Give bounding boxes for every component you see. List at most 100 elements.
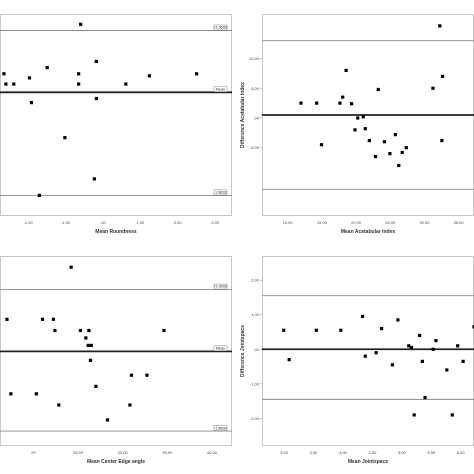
x-tick-label: 5,00 [398,450,407,455]
x-tick-label: 25,00 [385,220,396,225]
data-point [94,384,98,388]
plot-frame [0,14,232,216]
data-point [423,396,427,400]
data-point [404,146,408,150]
data-point [456,344,460,348]
data-point [195,72,199,76]
line-tag-label: Mean [216,88,225,92]
data-point [37,193,41,197]
data-point [27,76,32,80]
y-tick-label: ,00 [253,347,259,352]
data-point [445,368,449,372]
data-point [87,328,91,333]
data-point [63,136,67,140]
x-tick-label: 15,00 [317,220,328,225]
data-point [34,392,38,396]
data-point [315,101,319,105]
data-point [379,326,384,331]
chart-panel-1: +1.96SD Mean -1.96SD -2,00 -1,00 ,00 1,00 2,00 3… [0,14,232,235]
plot-frame [262,256,474,446]
line-tag-label: -1.96SD [214,191,228,195]
chart-panel-2: 10,00 15,00 20,00 25,00 30,00 35,00 10,00 5,00,… [240,14,474,235]
x-tick-label: 4,50 [369,450,378,455]
x-tick-label: 35,00 [162,450,173,455]
x-axis-title: Mean Roundness [95,229,137,235]
data-point [341,95,345,99]
data-point [420,359,424,363]
data-point [88,358,93,362]
data-point [145,373,149,377]
data-point [356,116,360,120]
y-tick-label: -2,00 [250,416,260,421]
data-point [45,65,49,70]
line-tag-box [213,86,228,93]
data-point [77,72,81,76]
y-axis-title: Difference Acetabular Index [240,82,246,148]
x-tick-label: 25,00 [73,450,84,455]
data-point [360,314,365,319]
data-point [94,96,98,101]
x-tick-label: 5,50 [427,450,436,455]
x-tick-label: 20,00 [351,220,362,225]
data-point [124,82,128,86]
data-point [86,343,90,348]
data-point [4,82,8,86]
x-tick-label: -1,00 [61,220,71,225]
data-point [374,351,378,355]
y-tick-label: 1,00 [251,312,260,317]
x-tick-label: 1,00 [136,220,145,225]
x-tick-label: -2,00 [24,220,34,225]
x-tick-label: 35,00 [454,220,465,225]
data-point [382,140,387,144]
data-point [344,68,348,73]
line-tag-label: Mean [216,347,225,351]
y-tick-label: -5,00 [250,145,260,150]
data-point [440,74,445,78]
data-point [363,127,367,131]
x-tick-label: 6,00 [457,450,466,455]
line-tag-box [213,425,228,431]
data-point [57,403,61,407]
data-point [434,339,438,343]
data-point [79,22,83,26]
data-point [319,143,324,147]
data-point [162,328,166,333]
x-tick-label: 30,00 [118,450,129,455]
y-tick-label: -1,00 [250,381,260,386]
chart-panel-4: 3,00 3,50 4,00 4,50 5,00 5,50 6,00 2,00 1,00 ,00 -… [240,256,474,465]
data-point [400,150,404,155]
x-tick-label: ,00 [100,220,106,225]
x-tick-label: 20 [31,450,36,455]
data-point [418,333,422,338]
x-tick-label: 3,50 [310,450,319,455]
data-point [128,403,132,407]
data-point [461,359,465,363]
data-point [282,328,286,332]
line-tag-label: -1.96SD [214,426,228,430]
data-point [84,336,88,340]
y-tick-label: 5,00 [251,86,260,91]
y-tick-label: 10,00 [249,56,260,61]
data-point [393,133,397,137]
x-tick-label: 2,00 [174,220,183,225]
data-point [450,413,454,417]
data-point [29,101,34,105]
data-point [396,318,400,322]
x-tick-label: 40,00 [207,450,218,455]
line-tag-box [213,345,228,352]
x-tick-label: 3,00 [211,220,220,225]
data-point [363,354,367,358]
data-point [361,115,365,119]
data-point [409,345,414,350]
data-point [373,154,378,159]
data-point [338,101,342,105]
data-point [53,328,57,333]
x-tick-label: 3,00 [280,450,289,455]
data-point [2,72,6,76]
data-point [390,363,395,367]
data-point [339,328,343,332]
data-point [78,328,83,333]
y-tick-label: ,00 [253,115,259,120]
data-point [376,87,380,92]
